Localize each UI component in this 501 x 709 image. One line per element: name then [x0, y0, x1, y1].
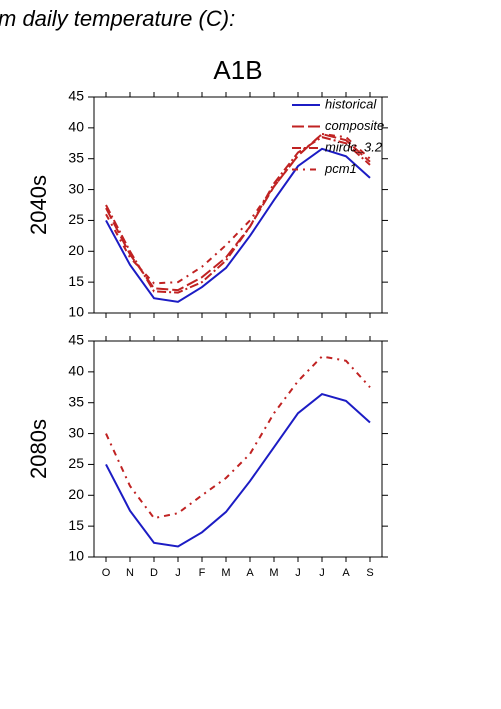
- plot-frame: [93, 96, 383, 314]
- legend-label: composite: [325, 118, 384, 133]
- x-tick-label: J: [319, 567, 325, 579]
- y-tick-label: 30: [68, 424, 84, 440]
- x-tick-label: F: [199, 567, 206, 579]
- y-tick-label: 10: [68, 304, 84, 320]
- series-line: [105, 392, 371, 548]
- x-tick-label: N: [126, 567, 134, 579]
- y-tick-label: 20: [68, 486, 84, 502]
- legend-label: mirdc_3.2: [325, 139, 383, 154]
- y-axis-label: 2080s: [26, 419, 51, 479]
- series-line: [105, 132, 371, 285]
- legend-label: historical: [325, 96, 377, 111]
- y-tick-label: 40: [68, 119, 84, 135]
- y-tick-label: 45: [68, 88, 84, 104]
- x-tick-label: A: [342, 567, 350, 579]
- y-tick-label: 45: [68, 332, 84, 348]
- y-tick-label: 15: [68, 517, 84, 533]
- x-tick-label: S: [366, 567, 373, 579]
- page-title: m daily temperature (C):: [0, 6, 235, 31]
- y-tick-label: 35: [68, 149, 84, 165]
- y-axis-label: 2040s: [26, 175, 51, 235]
- y-tick-label: 25: [68, 211, 84, 227]
- series-line: [105, 132, 371, 292]
- y-tick-label: 30: [68, 180, 84, 196]
- y-tick-label: 20: [68, 242, 84, 258]
- x-tick-label: O: [102, 567, 111, 579]
- chart-title: A1B: [213, 55, 262, 85]
- y-tick-label: 10: [68, 548, 84, 564]
- x-tick-label: J: [295, 567, 301, 579]
- y-tick-label: 35: [68, 393, 84, 409]
- series-line: [105, 147, 371, 303]
- y-tick-label: 15: [68, 273, 84, 289]
- y-tick-label: 25: [68, 455, 84, 471]
- x-tick-label: M: [269, 567, 278, 579]
- x-tick-label: D: [150, 567, 158, 579]
- y-tick-label: 40: [68, 363, 84, 379]
- series-line: [105, 355, 371, 520]
- x-tick-label: A: [246, 567, 254, 579]
- x-tick-label: M: [221, 567, 230, 579]
- series-line: [105, 136, 371, 294]
- plot-frame: [93, 340, 383, 558]
- x-tick-label: J: [175, 567, 181, 579]
- legend-label: pcm1: [324, 161, 357, 176]
